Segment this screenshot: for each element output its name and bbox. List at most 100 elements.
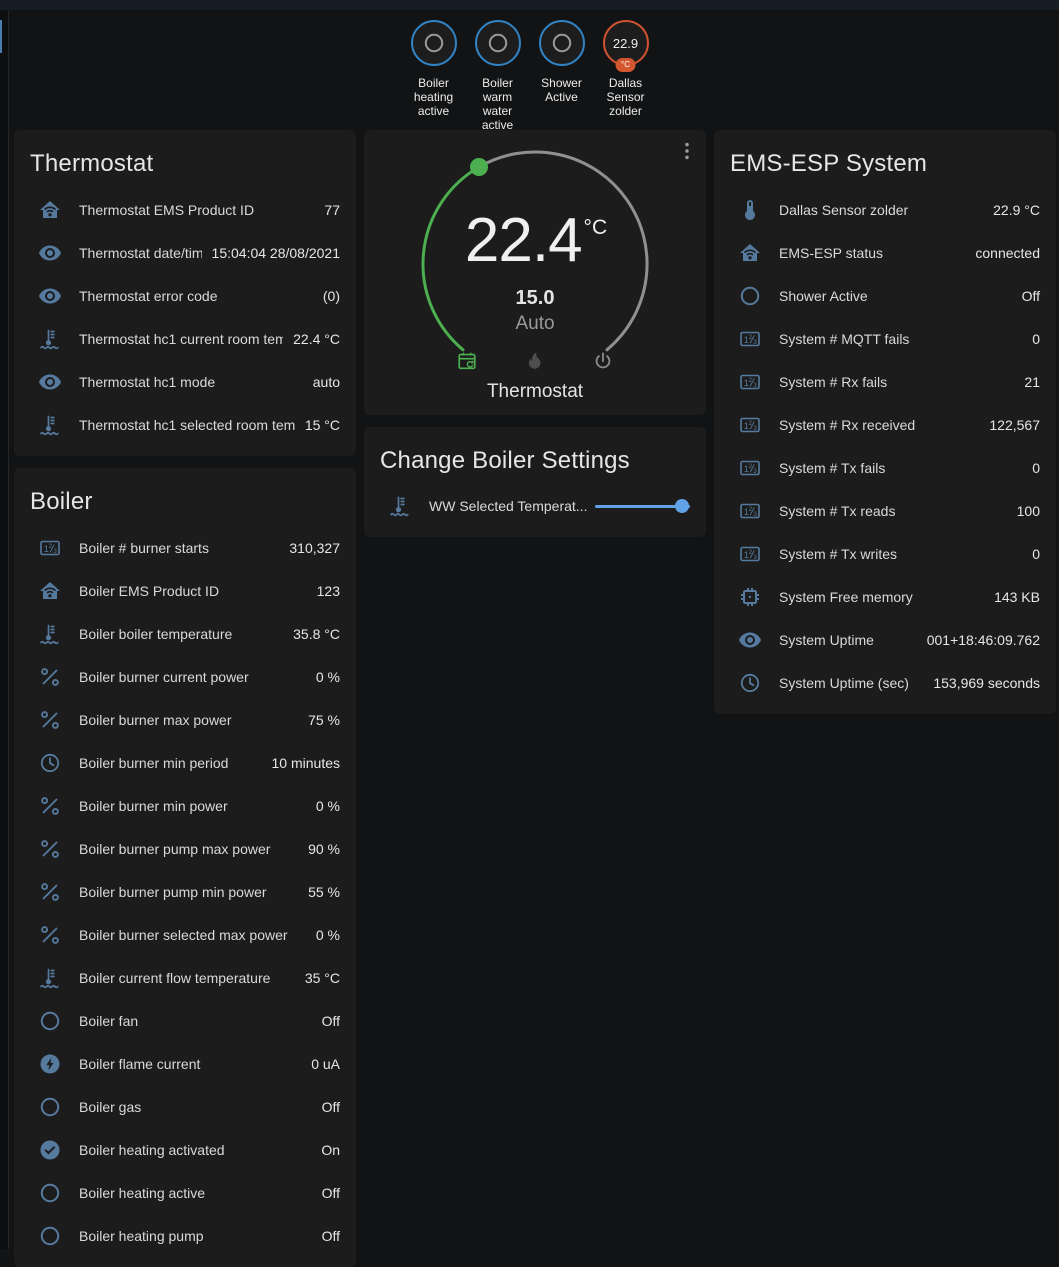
entity-row-thermostat-hc1-mode[interactable]: Thermostat hc1 mode auto bbox=[38, 360, 340, 403]
ww-temperature-row: WW Selected Temperat... bbox=[364, 483, 706, 529]
entity-value: 55 % bbox=[308, 883, 340, 900]
entity-value: On bbox=[321, 1141, 340, 1158]
entity-row-boiler-heating-activated[interactable]: Boiler heating activated On bbox=[38, 1128, 340, 1171]
entity-value: 0 uA bbox=[311, 1055, 340, 1072]
entity-row-boiler-burner-min-period[interactable]: Boiler burner min period 10 minutes bbox=[38, 741, 340, 784]
entity-rows: Thermostat EMS Product ID 77 Thermostat da… bbox=[14, 186, 356, 456]
ww-temperature-slider[interactable] bbox=[595, 499, 690, 513]
badge-boiler-heating-active[interactable]: Boiler heating active bbox=[404, 20, 463, 118]
radiobox-blank-icon bbox=[38, 1009, 62, 1033]
thermostat-dial-card: 22.4°C 15.0 Auto Thermostat bbox=[364, 130, 706, 415]
slider-track[interactable] bbox=[595, 505, 690, 508]
eye-icon bbox=[38, 370, 62, 394]
entity-row-system-rx-fails[interactable]: 1 2 3 System # Rx fails 21 bbox=[738, 360, 1040, 403]
power-icon[interactable] bbox=[592, 350, 614, 372]
entity-label: Boiler burner max power bbox=[79, 711, 232, 728]
entity-row-ems-esp-status[interactable]: EMS-ESP status connected bbox=[738, 231, 1040, 274]
card-title: Boiler bbox=[30, 488, 93, 515]
entity-value: 310,327 bbox=[289, 539, 340, 556]
entity-label: EMS-ESP status bbox=[779, 244, 884, 261]
entity-row-boiler-boiler-temperature[interactable]: Boiler boiler temperature 35.8 °C bbox=[38, 612, 340, 655]
entity-label: System Free memory bbox=[779, 588, 913, 605]
entity-value: 35 °C bbox=[304, 969, 340, 986]
entity-row-boiler-heating-active[interactable]: Boiler heating active Off bbox=[38, 1171, 340, 1214]
thermometer-icon bbox=[738, 198, 762, 222]
badge-boiler-warm-water-active[interactable]: Boiler warm water active bbox=[468, 20, 527, 133]
entity-row-boiler-flame-current[interactable]: Boiler flame current 0 uA bbox=[38, 1042, 340, 1085]
radiobox-blank-icon bbox=[486, 31, 510, 55]
entity-row-thermostat-ems-product-id[interactable]: Thermostat EMS Product ID 77 bbox=[38, 188, 340, 231]
entity-row-boiler-current-flow-temperature[interactable]: Boiler current flow temperature 35 °C bbox=[38, 956, 340, 999]
entity-row-boiler-heating-pump[interactable]: Boiler heating pump Off bbox=[38, 1214, 340, 1257]
entity-value: Off bbox=[1021, 287, 1040, 304]
badge-circle bbox=[474, 20, 521, 66]
entity-label: Thermostat hc1 selected room temper... bbox=[79, 416, 295, 433]
entity-label: Boiler burner current power bbox=[79, 668, 249, 685]
badge-dallas-sensor-zolder[interactable]: 22.9 °C Dallas Sensor zolder bbox=[596, 20, 655, 118]
svg-text:3: 3 bbox=[753, 553, 757, 560]
dots-vertical-icon[interactable] bbox=[676, 140, 698, 162]
entity-label: Boiler boiler temperature bbox=[79, 625, 233, 642]
percent-icon bbox=[38, 708, 62, 732]
calendar-sync-icon[interactable] bbox=[456, 350, 478, 372]
entity-row-thermostat-hc1-current-room-temper[interactable]: Thermostat hc1 current room temper... 22.… bbox=[38, 317, 340, 360]
entity-row-shower-active[interactable]: Shower Active Off bbox=[738, 274, 1040, 317]
radiobox-blank-icon bbox=[38, 1095, 62, 1119]
badge-label: Shower Active bbox=[541, 76, 582, 105]
dial-entity-name: Thermostat bbox=[486, 381, 584, 402]
entity-row-boiler-burner-max-power[interactable]: Boiler burner max power 75 % bbox=[38, 698, 340, 741]
entity-row-thermostat-date-time[interactable]: Thermostat date/time 15:04:04 28/08/2021 bbox=[38, 231, 340, 274]
radiobox-blank-icon bbox=[738, 284, 762, 308]
entity-row-system-free-memory[interactable]: System Free memory 143 KB bbox=[738, 575, 1040, 618]
entity-label: System # Rx received bbox=[779, 416, 916, 433]
entity-value: 0 % bbox=[315, 926, 340, 943]
entity-row-boiler-fan[interactable]: Boiler fan Off bbox=[38, 999, 340, 1042]
svg-text:3: 3 bbox=[53, 547, 57, 554]
entity-value: 90 % bbox=[308, 840, 340, 857]
entity-row-boiler-burner-pump-max-power[interactable]: Boiler burner pump max power 90 % bbox=[38, 827, 340, 870]
entity-row-thermostat-hc1-selected-room-temper[interactable]: Thermostat hc1 selected room temper... 15… bbox=[38, 403, 340, 446]
percent-icon bbox=[38, 880, 62, 904]
badge-label: Boiler heating active bbox=[413, 76, 454, 119]
entity-row-boiler-ems-product-id[interactable]: Boiler EMS Product ID 123 bbox=[38, 569, 340, 612]
entity-row-system-uptime[interactable]: System Uptime 001+18:46:09.762 bbox=[738, 618, 1040, 661]
entity-label: Boiler current flow temperature bbox=[79, 969, 271, 986]
entity-row-thermostat-error-code[interactable]: Thermostat error code (0) bbox=[38, 274, 340, 317]
entity-row-boiler-burner-pump-min-power[interactable]: Boiler burner pump min power 55 % bbox=[38, 870, 340, 913]
home-automation-icon bbox=[38, 198, 62, 222]
entity-label: Boiler gas bbox=[79, 1098, 142, 1115]
entity-row-system-rx-received[interactable]: 1 2 3 System # Rx received 122,567 bbox=[738, 403, 1040, 446]
slider-knob[interactable] bbox=[675, 499, 690, 513]
entity-value: 0 bbox=[1032, 545, 1040, 562]
fire-icon[interactable] bbox=[524, 350, 546, 372]
dial-knob[interactable] bbox=[470, 158, 488, 176]
entity-row-boiler-burner-min-power[interactable]: Boiler burner min power 0 % bbox=[38, 784, 340, 827]
svg-text:2: 2 bbox=[749, 333, 753, 340]
entity-value: 15 °C bbox=[304, 416, 340, 433]
entity-value: 153,969 seconds bbox=[933, 674, 1040, 691]
entity-label: Boiler burner min power bbox=[79, 797, 228, 814]
change-boiler-settings-card: Change Boiler Settings WW Selected Tempe… bbox=[364, 427, 706, 537]
home-automation-icon bbox=[38, 579, 62, 603]
percent-icon bbox=[38, 837, 62, 861]
entity-row-system-tx-fails[interactable]: 1 2 3 System # Tx fails 0 bbox=[738, 446, 1040, 489]
thermometer-water-icon bbox=[38, 413, 62, 437]
ems-esp-system-card: EMS-ESP System Dallas Sensor zolder 22.9 … bbox=[714, 130, 1056, 714]
entity-row-dallas-sensor-zolder[interactable]: Dallas Sensor zolder 22.9 °C bbox=[738, 188, 1040, 231]
entity-row-system-tx-reads[interactable]: 1 2 3 System # Tx reads 100 bbox=[738, 489, 1040, 532]
radiobox-blank-icon bbox=[422, 31, 446, 55]
entity-value: Off bbox=[321, 1184, 340, 1201]
entity-row-boiler-gas[interactable]: Boiler gas Off bbox=[38, 1085, 340, 1128]
entity-row-boiler-burner-starts[interactable]: 1 2 3 Boiler # burner starts 310,327 bbox=[38, 526, 340, 569]
entity-row-system-tx-writes[interactable]: 1 2 3 System # Tx writes 0 bbox=[738, 532, 1040, 575]
entity-row-boiler-burner-selected-max-power[interactable]: Boiler burner selected max power 0 % bbox=[38, 913, 340, 956]
entity-row-system-mqtt-fails[interactable]: 1 2 3 System # MQTT fails 0 bbox=[738, 317, 1040, 360]
entity-label: Shower Active bbox=[779, 287, 868, 304]
slider-label: WW Selected Temperat... bbox=[429, 498, 588, 514]
badge-shower-active[interactable]: Shower Active bbox=[532, 20, 591, 104]
entity-row-boiler-burner-current-power[interactable]: Boiler burner current power 0 % bbox=[38, 655, 340, 698]
entity-row-system-uptime-sec[interactable]: System Uptime (sec) 153,969 seconds bbox=[738, 661, 1040, 704]
entity-value: 100 bbox=[1016, 502, 1040, 519]
